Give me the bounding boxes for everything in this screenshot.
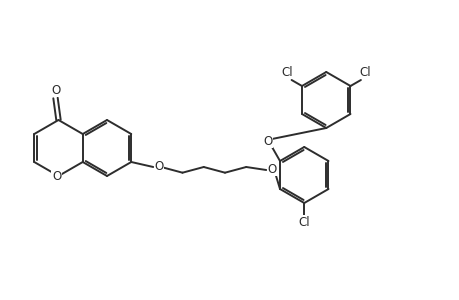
Text: O: O xyxy=(154,160,163,172)
Text: Cl: Cl xyxy=(358,65,370,79)
Text: O: O xyxy=(51,83,60,97)
Text: O: O xyxy=(267,163,276,176)
Text: Cl: Cl xyxy=(281,65,293,79)
Text: Cl: Cl xyxy=(298,215,309,229)
Text: O: O xyxy=(52,169,61,182)
Text: O: O xyxy=(263,134,272,148)
